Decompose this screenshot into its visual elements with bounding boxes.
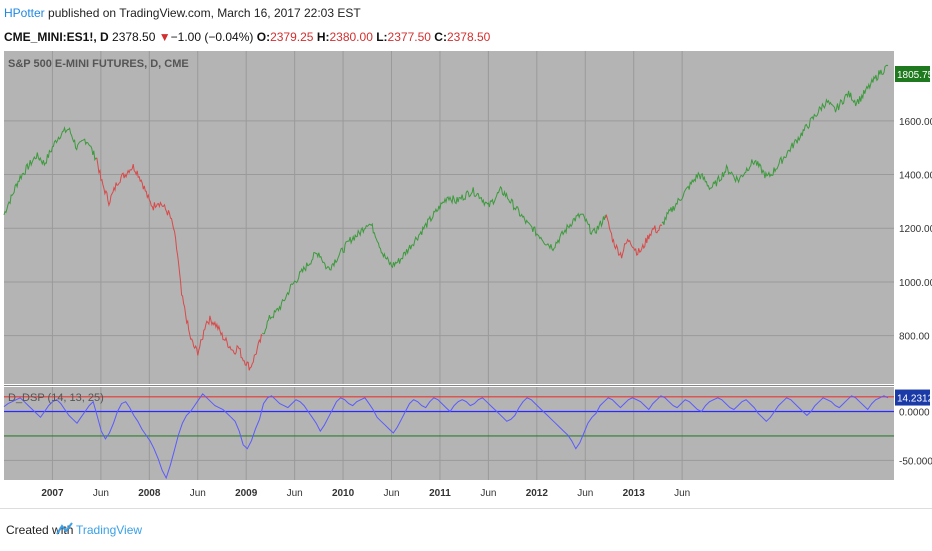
time-tick-label: Jun (190, 488, 206, 499)
price-panel[interactable] (4, 51, 894, 384)
time-tick-label: Jun (674, 488, 690, 499)
time-tick-label: Jun (480, 488, 496, 499)
indicator-line (3, 393, 889, 480)
time-tick-label: 2012 (526, 488, 549, 499)
chart-area[interactable]: 800.00 1000.00 1200.00 1400.00 1600.00 0.000… (0, 0, 932, 508)
indicator-panel[interactable] (4, 387, 894, 480)
last-indicator-tag-bg (895, 389, 930, 406)
open-label: O: (256, 30, 271, 44)
time-tick-label: 2010 (332, 488, 355, 499)
last-price: 2378.50 (112, 30, 156, 44)
down-arrow-icon: ▼ (158, 30, 171, 44)
price-line-segment (96, 157, 263, 371)
time-tick-label: Jun (383, 488, 399, 499)
change-value: −1.00 (−0.04%) (170, 30, 254, 44)
price-tick-label: 1200.00 (899, 224, 932, 235)
open-value: 2379.25 (270, 30, 314, 44)
last-price-tag-bg (895, 66, 930, 82)
indicator-panel-title: D_DSP (14, 13, 25) (8, 392, 104, 404)
price-line-segment (3, 126, 97, 216)
last-price-tag-label: 1805.75 (897, 70, 932, 81)
author-link[interactable]: HPotter (4, 6, 45, 20)
symbol-name: CME_MINI:ES1!, D (4, 30, 109, 44)
low-label: L: (376, 30, 388, 44)
indicator-tick-label: -50.0000 (899, 456, 932, 467)
time-tick-label: 2013 (623, 488, 646, 499)
time-axis[interactable] (4, 480, 932, 508)
indicator-tick-label: 0.0000 (899, 407, 930, 418)
symbol-line: CME_MINI:ES1!, D 2378.50 ▼−1.00 (−0.04%)… (4, 30, 490, 44)
time-tick-label: 2009 (235, 488, 258, 499)
last-price-tag: 1805.75 (895, 66, 932, 82)
indicator-levels (4, 396, 894, 437)
time-tick-label: 2007 (41, 488, 64, 499)
price-series (3, 64, 889, 371)
price-line-segment (604, 213, 663, 259)
low-value: 2377.50 (387, 30, 431, 44)
price-axis[interactable] (894, 51, 932, 480)
publish-info: HPotter published on TradingView.com, Ma… (4, 6, 361, 20)
close-value: 2378.50 (446, 30, 491, 44)
grid-lines (4, 51, 894, 480)
close-label: C: (434, 30, 447, 44)
indicator-series (3, 393, 889, 480)
published-text: published on TradingView.com, March 16, … (48, 6, 361, 20)
price-line-segment (661, 64, 889, 225)
time-tick-label: Jun (93, 488, 109, 499)
time-tick-label: 2011 (429, 488, 451, 499)
price-tick-labels: 800.00 1000.00 1200.00 1400.00 1600.00 (899, 117, 932, 343)
indicator-tick-labels: 0.0000 -50.0000 (899, 407, 932, 467)
time-tick-labels: 2007 Jun 2008 Jun 2009 Jun 2010 Jun 2011 Jun 2012 J… (41, 488, 690, 499)
footer: Created with TradingView (0, 508, 932, 551)
last-indicator-tag-label: 14.2312 (897, 394, 932, 405)
price-tick-label: 800.00 (899, 332, 930, 343)
time-tick-label: 2008 (138, 488, 161, 499)
high-value: 2380.00 (329, 30, 373, 44)
price-panel-title: S&P 500 E-MINI FUTURES, D, CME (8, 58, 189, 70)
price-line-segment (262, 185, 606, 335)
tradingview-logo-icon (56, 522, 73, 535)
time-tick-label: Jun (287, 488, 303, 499)
price-tick-label: 1000.00 (899, 278, 932, 289)
price-tick-label: 1600.00 (899, 117, 932, 128)
price-tick-label: 1400.00 (899, 171, 932, 182)
time-tick-label: Jun (577, 488, 593, 499)
tradingview-brand[interactable]: TradingView (76, 523, 143, 537)
high-label: H: (316, 30, 330, 44)
last-indicator-tag: 14.2312 (895, 389, 932, 406)
